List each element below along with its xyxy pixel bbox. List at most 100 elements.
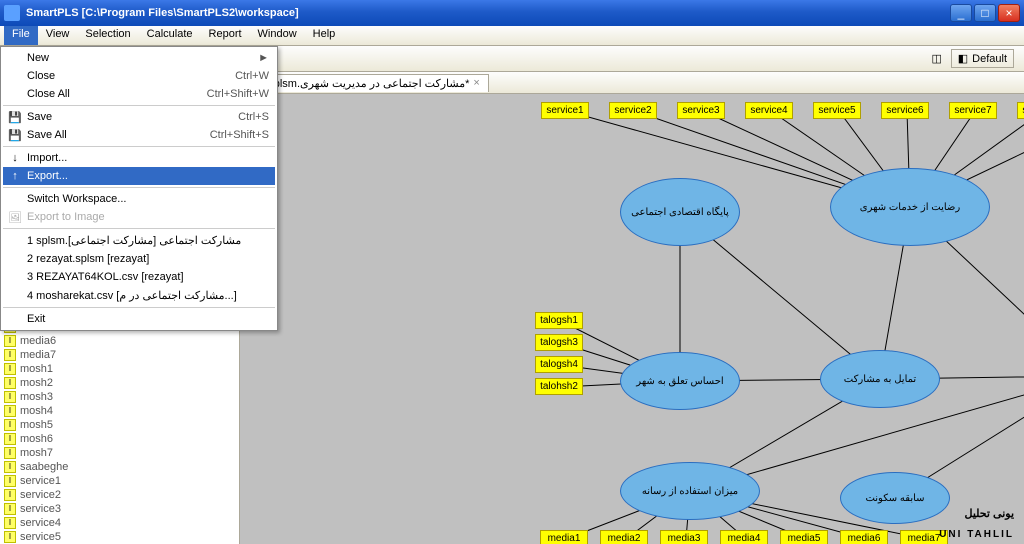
menu-item-label: Import... [27,152,67,164]
latent-variable-node[interactable]: احساس تعلق به شهر [620,352,740,410]
indicator-box[interactable]: media2 [600,530,648,544]
menu-item-shortcut: Ctrl+W [235,70,269,82]
indicator-icon: I [4,349,16,361]
close-tab-icon[interactable]: × [473,77,479,89]
indicator-box[interactable]: media6 [840,530,888,544]
menubar: FileViewSelectionCalculateReportWindowHe… [0,26,1024,46]
menu-item-icon: ↑ [7,168,23,184]
menu-item-label: Save [27,111,52,123]
indicator-box[interactable]: service8 [1017,102,1024,119]
latent-variable-node[interactable]: میزان استفاده از رسانه [620,462,760,520]
menu-view[interactable]: View [38,26,78,45]
indicator-icon: I [4,363,16,375]
menu-window[interactable]: Window [250,26,305,45]
menu-item-label: Export... [27,170,68,182]
menu-item[interactable]: 4 mosharekat.csv [مشارکت اجتماعی در م...… [3,286,275,305]
menu-item-label: Switch Workspace... [27,193,126,205]
menu-item[interactable]: 1 splsm.مشارکت اجتماعی [مشارکت اجتماعی] [3,231,275,250]
indicator-box[interactable]: talogsh3 [535,334,583,351]
indicator-item[interactable]: Imedia6 [0,334,239,348]
menu-item[interactable]: 💾SaveCtrl+S [3,108,275,126]
menu-item-icon: 💾 [7,127,23,143]
indicator-item[interactable]: Imosh5 [0,418,239,432]
menu-item[interactable]: ↑ Export... [3,167,275,185]
perspective-default[interactable]: ◧ Default [951,49,1014,68]
indicator-item[interactable]: Imosh2 [0,376,239,390]
indicator-icon: I [4,433,16,445]
menu-item[interactable]: 2 rezayat.splsm [rezayat] [3,250,275,268]
indicator-item[interactable]: Imosh7 [0,446,239,460]
latent-variable-node[interactable]: پایگاه اقتصادی اجتماعی [620,178,740,246]
indicator-box[interactable]: service7 [949,102,997,119]
menu-item-label: New [27,52,49,64]
tab-label: splsm.مشارکت اجتماعی در مدیریت شهری* [268,77,469,90]
indicator-item[interactable]: Imosh3 [0,390,239,404]
menu-selection[interactable]: Selection [77,26,138,45]
indicator-item[interactable]: Imedia7 [0,348,239,362]
indicator-box[interactable]: media4 [720,530,768,544]
menu-report[interactable]: Report [201,26,250,45]
editor-tab[interactable]: ⊞ splsm.مشارکت اجتماعی در مدیریت شهری* × [246,74,489,92]
indicator-box[interactable]: service3 [677,102,725,119]
indicator-item[interactable]: Imosh4 [0,404,239,418]
indicator-box[interactable]: service5 [813,102,861,119]
indicator-box[interactable]: talogsh4 [535,356,583,373]
perspective-switcher-icon[interactable]: ◫ [927,49,947,69]
indicator-label: media6 [20,335,56,347]
menu-file[interactable]: File [4,26,38,45]
menu-help[interactable]: Help [305,26,344,45]
indicator-box[interactable]: media3 [660,530,708,544]
indicator-item[interactable]: Iservice5 [0,530,239,544]
menu-item: 🖼Export to Image [3,208,275,226]
indicator-item[interactable]: Iservice4 [0,516,239,530]
menu-item[interactable]: 3 REZAYAT64KOL.csv [rezayat] [3,268,275,286]
indicator-item[interactable]: Isaabeghe [0,460,239,474]
indicator-label: service4 [20,517,61,529]
indicator-box[interactable]: service2 [609,102,657,119]
latent-variable-node[interactable]: رضایت از خدمات شهری [830,168,990,246]
indicator-item[interactable]: Imosh6 [0,432,239,446]
close-button[interactable]: × [998,4,1020,22]
menu-item-label: 1 splsm.مشارکت اجتماعی [مشارکت اجتماعی] [27,234,241,247]
menu-item-label: 2 rezayat.splsm [rezayat] [27,253,149,265]
latent-variable-node[interactable]: سابقه سکونت [840,472,950,524]
minimize-button[interactable]: _ [950,4,972,22]
menu-item-label: 3 REZAYAT64KOL.csv [rezayat] [27,271,184,283]
menu-item[interactable]: Switch Workspace... [3,190,275,208]
menu-item-label: Exit [27,313,45,325]
indicator-item[interactable]: Iservice2 [0,488,239,502]
indicator-label: mosh4 [20,405,53,417]
indicator-icon: I [4,447,16,459]
menu-item[interactable]: 💾Save AllCtrl+Shift+S [3,126,275,144]
menu-calculate[interactable]: Calculate [139,26,201,45]
menu-item[interactable]: ↓Import... [3,149,275,167]
menu-item[interactable]: Exit [3,310,275,328]
indicator-box[interactable]: service1 [541,102,589,119]
maximize-button[interactable]: □ [974,4,996,22]
menu-item-label: Close [27,70,55,82]
indicator-label: mosh1 [20,363,53,375]
indicator-box[interactable]: service6 [881,102,929,119]
indicator-item[interactable]: Iservice1 [0,474,239,488]
indicator-label: mosh5 [20,419,53,431]
indicator-item[interactable]: Iservice3 [0,502,239,516]
indicator-icon: I [4,489,16,501]
indicator-item[interactable]: Imosh1 [0,362,239,376]
indicator-label: service2 [20,489,61,501]
indicator-box[interactable]: media1 [540,530,588,544]
menu-item[interactable]: Close AllCtrl+Shift+W [3,85,275,103]
app-icon [4,5,20,21]
menu-item-label: Close All [27,88,70,100]
menu-item[interactable]: New► [3,49,275,67]
indicator-label: mosh6 [20,433,53,445]
model-canvas[interactable]: ⊞ splsm.مشارکت اجتماعی در مدیریت شهری* ×… [240,72,1024,544]
menu-item[interactable]: Close Ctrl+W [3,67,275,85]
indicator-icon: I [4,475,16,487]
indicator-box[interactable]: talohsh2 [535,378,583,395]
indicator-box[interactable]: talogsh1 [535,312,583,329]
latent-variable-node[interactable]: تمایل به مشارکت [820,350,940,408]
indicator-label: service3 [20,503,61,515]
indicator-box[interactable]: service4 [745,102,793,119]
indicator-box[interactable]: media5 [780,530,828,544]
indicator-label: service1 [20,475,61,487]
